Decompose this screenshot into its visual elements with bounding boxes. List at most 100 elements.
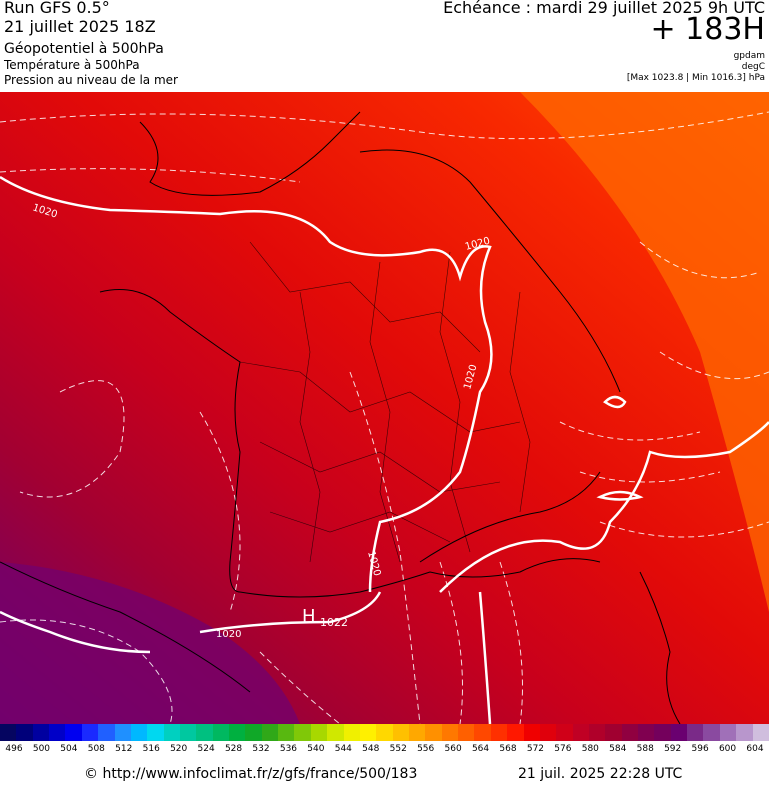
scale-label: 564 bbox=[471, 744, 490, 754]
color-scale-labels: 496 500 504 508 512 516 520 524 528 532 536 540 544 5… bbox=[0, 744, 769, 760]
scale-swatch bbox=[0, 724, 17, 741]
scale-label: 500 bbox=[32, 744, 51, 754]
scale-swatch bbox=[81, 724, 99, 741]
scale-swatch bbox=[408, 724, 426, 741]
run-date: 21 juillet 2025 18Z bbox=[4, 17, 156, 36]
scale-label: 592 bbox=[664, 744, 682, 754]
scale-label: 516 bbox=[142, 744, 160, 754]
scale-label: 600 bbox=[718, 744, 737, 754]
scale-label: 544 bbox=[334, 744, 352, 754]
temperature-label: Température à 500hPa bbox=[4, 58, 140, 72]
scale-swatch bbox=[310, 724, 328, 741]
scale-swatch bbox=[114, 724, 131, 741]
scale-label: 556 bbox=[417, 744, 435, 754]
scale-label: 532 bbox=[252, 744, 270, 754]
warm-zone bbox=[520, 92, 769, 612]
scale-swatch bbox=[687, 724, 704, 741]
scale-swatch bbox=[49, 724, 66, 741]
generated-timestamp: 21 juil. 2025 22:28 UTC bbox=[518, 766, 683, 782]
scale-label: 512 bbox=[115, 744, 133, 754]
run-title: Run GFS 0.5° bbox=[4, 0, 110, 17]
scale-swatch bbox=[588, 724, 606, 741]
scale-swatch bbox=[441, 724, 459, 741]
unit-gpdam: gpdam bbox=[733, 51, 765, 61]
scale-swatch bbox=[212, 724, 230, 741]
scale-swatch bbox=[425, 724, 442, 741]
scale-swatch bbox=[703, 724, 720, 741]
header: Run GFS 0.5° 21 juillet 2025 18Z Géopote… bbox=[0, 0, 769, 92]
scale-label: 552 bbox=[389, 744, 407, 754]
scale-swatch bbox=[490, 724, 508, 741]
scale-label: 568 bbox=[499, 744, 517, 754]
geopotential-label: Géopotentiel à 500hPa bbox=[4, 41, 164, 57]
coastlines bbox=[0, 111, 681, 724]
scale-label: 584 bbox=[609, 744, 627, 754]
scale-swatch bbox=[752, 724, 769, 741]
scale-label: 588 bbox=[636, 744, 654, 754]
scale-swatch bbox=[261, 724, 279, 741]
scale-label: 548 bbox=[362, 744, 380, 754]
scale-swatch bbox=[556, 724, 573, 741]
scale-swatch bbox=[736, 724, 753, 741]
scale-label: 572 bbox=[526, 744, 545, 754]
high-pressure-marker: H bbox=[302, 606, 316, 627]
scale-swatch bbox=[294, 724, 311, 741]
map-svg: 1020 1020 1020 1020 1020 H 1022 bbox=[0, 92, 769, 724]
scale-swatch bbox=[392, 724, 409, 741]
scale-swatch bbox=[376, 724, 393, 741]
scale-swatch bbox=[523, 724, 540, 741]
unit-degc: degC bbox=[741, 62, 765, 72]
scale-swatch bbox=[179, 724, 197, 741]
scale-swatch bbox=[245, 724, 262, 741]
pressure-maxmin: [Max 1023.8 | Min 1016.3] hPa bbox=[626, 73, 765, 83]
scale-label: 580 bbox=[581, 744, 599, 754]
isotherms bbox=[0, 111, 769, 724]
scale-label: 520 bbox=[170, 744, 188, 754]
forecast-time: Echéance : mardi 29 juillet 2025 9h UTC bbox=[443, 0, 765, 17]
high-pressure-value: 1022 bbox=[320, 616, 348, 629]
scale-swatch bbox=[539, 724, 557, 741]
scale-label: 576 bbox=[554, 744, 572, 754]
scale-swatch bbox=[474, 724, 491, 741]
scale-label: 524 bbox=[197, 744, 215, 754]
scale-swatch bbox=[572, 724, 589, 741]
scale-swatch bbox=[130, 724, 148, 741]
scale-swatch bbox=[719, 724, 737, 741]
scale-swatch bbox=[327, 724, 344, 741]
scale-swatch bbox=[16, 724, 33, 741]
scale-swatch bbox=[98, 724, 115, 741]
scale-swatch bbox=[278, 724, 295, 741]
scale-swatch bbox=[670, 724, 688, 741]
scale-swatch bbox=[343, 724, 360, 741]
cold-zone bbox=[0, 562, 300, 724]
source-url[interactable]: © http://www.infoclimat.fr/z/gfs/france/… bbox=[84, 766, 418, 782]
scale-swatch bbox=[605, 724, 622, 741]
scale-label: 504 bbox=[60, 744, 78, 754]
scale-label: 596 bbox=[691, 744, 709, 754]
scale-swatch bbox=[65, 724, 82, 741]
scale-swatch bbox=[654, 724, 671, 741]
scale-label: 604 bbox=[746, 744, 764, 754]
scale-swatch bbox=[458, 724, 475, 741]
isobars bbox=[0, 175, 769, 724]
scale-swatch bbox=[359, 724, 377, 741]
scale-swatch bbox=[229, 724, 246, 741]
scale-swatch bbox=[163, 724, 180, 741]
pressure-label: Pression au niveau de la mer bbox=[4, 73, 178, 87]
scale-swatch bbox=[196, 724, 213, 741]
forecast-hour: + 183H bbox=[650, 12, 766, 47]
scale-label: 536 bbox=[279, 744, 298, 754]
scale-label: 496 bbox=[5, 744, 23, 754]
weather-map: 1020 1020 1020 1020 1020 H 1022 bbox=[0, 92, 769, 724]
department-borders bbox=[239, 241, 531, 563]
scale-label: 540 bbox=[307, 744, 325, 754]
scale-label: 528 bbox=[224, 744, 243, 754]
scale-swatch bbox=[147, 724, 164, 741]
color-scale bbox=[0, 724, 769, 742]
scale-label: 560 bbox=[444, 744, 462, 754]
scale-swatch bbox=[507, 724, 524, 741]
scale-label: 508 bbox=[87, 744, 105, 754]
scale-swatch bbox=[638, 724, 655, 741]
isobar-label-5: 1020 bbox=[216, 629, 241, 640]
scale-swatch bbox=[32, 724, 50, 741]
